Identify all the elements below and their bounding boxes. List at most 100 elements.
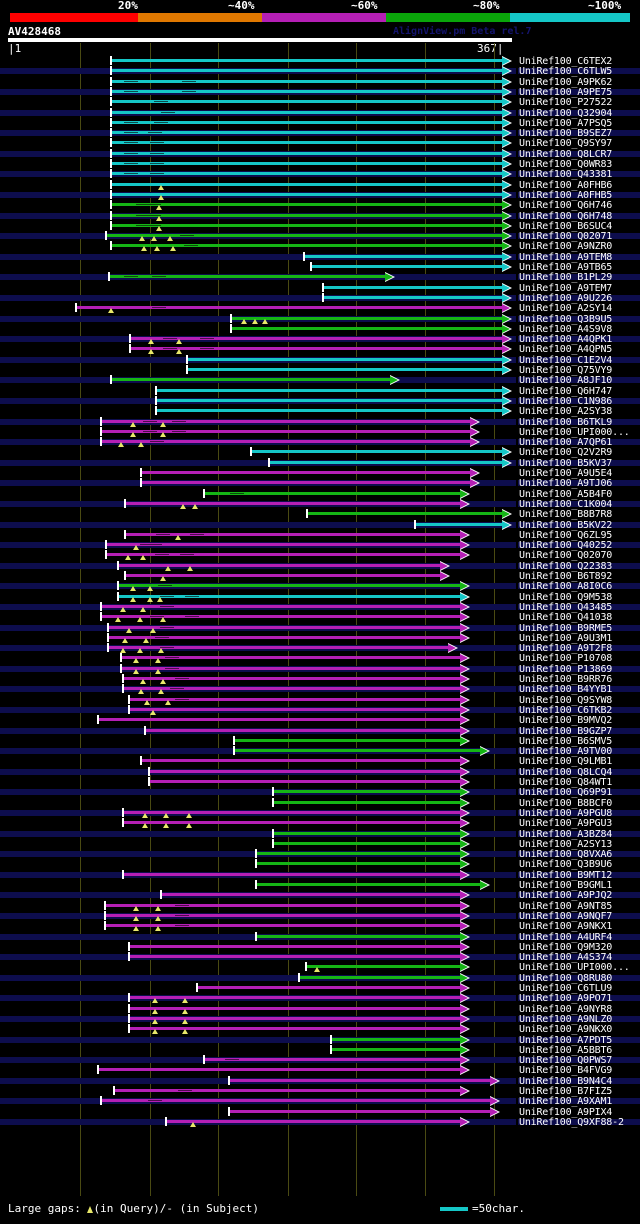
alignment-hit[interactable] <box>0 1013 516 1024</box>
alignment-hit[interactable] <box>0 653 516 664</box>
hit-label[interactable]: UniRef100_C1K004 <box>519 498 613 510</box>
alignment-hit[interactable] <box>0 869 516 880</box>
hit-label[interactable]: UniRef100_B9RR76 <box>519 674 613 685</box>
hit-label[interactable]: UniRef100_B4FVG9 <box>519 1065 613 1077</box>
hit-label[interactable]: UniRef100_Q22383 <box>519 560 613 572</box>
hit-label[interactable]: UniRef100_B5KV22 <box>519 519 613 531</box>
alignment-hit[interactable] <box>0 262 516 272</box>
hit-label[interactable]: UniRef100_A4URF4 <box>519 931 613 943</box>
alignment-hit[interactable] <box>0 746 516 757</box>
alignment-hit[interactable] <box>0 365 516 375</box>
alignment-hit[interactable] <box>0 169 516 180</box>
alignment-hit[interactable] <box>0 128 516 139</box>
hit-label[interactable]: UniRef100_A9PGU3 <box>519 818 613 830</box>
hit-label[interactable]: UniRef100_B1PL29 <box>519 272 613 284</box>
alignment-hit[interactable] <box>0 612 516 623</box>
alignment-hit[interactable] <box>0 1065 516 1076</box>
hit-label[interactable]: UniRef100_P27522 <box>519 97 613 109</box>
alignment-hit[interactable] <box>0 385 516 396</box>
hit-label[interactable]: UniRef100_Q40252 <box>519 540 613 552</box>
alignment-hit[interactable] <box>0 777 516 787</box>
alignment-hit[interactable] <box>0 1034 516 1045</box>
hit-label[interactable]: UniRef100_B6SMV5 <box>519 735 613 747</box>
alignment-canvas[interactable]: UniRef100_C6TEX2 UniRef100_C6TLW5 UniRef10… <box>0 56 640 1196</box>
alignment-hit[interactable] <box>0 807 516 818</box>
hit-label[interactable]: UniRef100_A9PK62 <box>519 76 613 88</box>
hit-label[interactable]: UniRef100_Q02070 <box>519 550 613 562</box>
alignment-hit[interactable] <box>0 56 516 66</box>
alignment-hit[interactable] <box>0 519 516 530</box>
hit-label[interactable]: UniRef100_B8BCF0 <box>519 797 613 809</box>
alignment-hit[interactable] <box>0 643 516 654</box>
hit-label[interactable]: UniRef100_P13869 <box>519 663 613 675</box>
alignment-hit[interactable] <box>0 591 516 602</box>
alignment-hit[interactable] <box>0 231 516 242</box>
alignment-hit[interactable] <box>0 1003 516 1014</box>
hit-label[interactable]: UniRef100_A9NKX0 <box>519 1024 613 1036</box>
alignment-hit[interactable] <box>0 395 516 406</box>
alignment-hit[interactable] <box>0 468 516 478</box>
alignment-hit[interactable] <box>0 272 516 283</box>
hit-label[interactable]: UniRef100_UPI000... <box>519 426 630 438</box>
alignment-hit[interactable] <box>0 910 516 921</box>
hit-label[interactable]: UniRef100_Q3B9U6 <box>519 859 613 871</box>
hit-label[interactable]: UniRef100_A2SY38 <box>519 406 613 418</box>
alignment-hit[interactable] <box>0 313 516 324</box>
hit-label[interactable]: UniRef100_A9TEM8 <box>519 251 613 263</box>
hit-label[interactable]: UniRef100_B5KV37 <box>519 457 613 469</box>
alignment-hit[interactable] <box>0 200 516 211</box>
hit-label[interactable]: UniRef100_A9NQF7 <box>519 910 613 922</box>
hit-label[interactable]: UniRef100_A8I0C6 <box>519 581 613 593</box>
alignment-hit[interactable] <box>0 663 516 674</box>
hit-label[interactable]: UniRef100_Q9M538 <box>519 591 613 603</box>
alignment-hit[interactable] <box>0 292 516 303</box>
hit-label[interactable]: UniRef100_A4S374 <box>519 952 613 964</box>
alignment-hit[interactable] <box>0 1086 516 1096</box>
alignment-hit[interactable] <box>0 550 516 561</box>
hit-label[interactable]: UniRef100_Q9M320 <box>519 941 613 953</box>
hit-label[interactable]: UniRef100_A9TJ06 <box>519 478 613 490</box>
hit-label[interactable]: UniRef100_A3BZ84 <box>519 828 613 840</box>
alignment-hit[interactable] <box>0 354 516 365</box>
alignment-hit[interactable] <box>0 880 516 890</box>
hit-label[interactable]: UniRef100_A9NYR8 <box>519 1003 613 1015</box>
alignment-hit[interactable] <box>0 457 516 468</box>
alignment-hit[interactable] <box>0 1075 516 1086</box>
hit-label[interactable]: UniRef100_Q43485 <box>519 601 613 613</box>
alignment-hit[interactable] <box>0 890 516 901</box>
hit-label[interactable]: UniRef100_A7PSQ5 <box>519 117 613 129</box>
alignment-hit[interactable] <box>0 1024 516 1035</box>
hit-label[interactable]: UniRef100_Q69P91 <box>519 787 613 799</box>
hit-label[interactable]: UniRef100_A9T2F8 <box>519 643 613 655</box>
alignment-hit[interactable] <box>0 931 516 942</box>
alignment-hit[interactable] <box>0 76 516 87</box>
alignment-hit[interactable] <box>0 849 516 860</box>
alignment-hit[interactable] <box>0 323 516 334</box>
hit-label[interactable]: UniRef100_A2SY14 <box>519 303 613 315</box>
alignment-hit[interactable] <box>0 684 516 695</box>
hit-label[interactable]: UniRef100_C1N986 <box>519 395 613 407</box>
hit-label[interactable]: UniRef100_P10708 <box>519 653 613 665</box>
alignment-hit[interactable] <box>0 1096 516 1107</box>
hit-label[interactable]: UniRef100_Q6H748 <box>519 210 613 222</box>
alignment-hit[interactable] <box>0 241 516 252</box>
hit-label[interactable]: UniRef100_Q9XF88-2 <box>519 1116 624 1128</box>
alignment-hit[interactable] <box>0 859 516 870</box>
alignment-hit[interactable] <box>0 529 516 540</box>
alignment-hit[interactable] <box>0 344 516 355</box>
alignment-hit[interactable] <box>0 581 516 592</box>
alignment-hit[interactable] <box>0 1044 516 1055</box>
hit-label[interactable]: UniRef100_A5B4F0 <box>519 488 613 500</box>
alignment-hit[interactable] <box>0 189 516 200</box>
alignment-hit[interactable] <box>0 674 516 684</box>
alignment-hit[interactable] <box>0 622 516 633</box>
alignment-hit[interactable] <box>0 251 516 262</box>
hit-label[interactable]: UniRef100_A9PIX4 <box>519 1106 613 1118</box>
hit-label[interactable]: UniRef100_Q3B9U5 <box>519 313 613 325</box>
hit-label[interactable]: UniRef100_A2SY13 <box>519 838 613 850</box>
alignment-hit[interactable] <box>0 478 516 489</box>
alignment-hit[interactable] <box>0 900 516 911</box>
hit-label[interactable]: UniRef100_C6TLU9 <box>519 983 613 994</box>
hit-label[interactable]: UniRef100_Q9SY97 <box>519 138 613 150</box>
hit-label[interactable]: UniRef100_Q6H746 <box>519 200 613 212</box>
